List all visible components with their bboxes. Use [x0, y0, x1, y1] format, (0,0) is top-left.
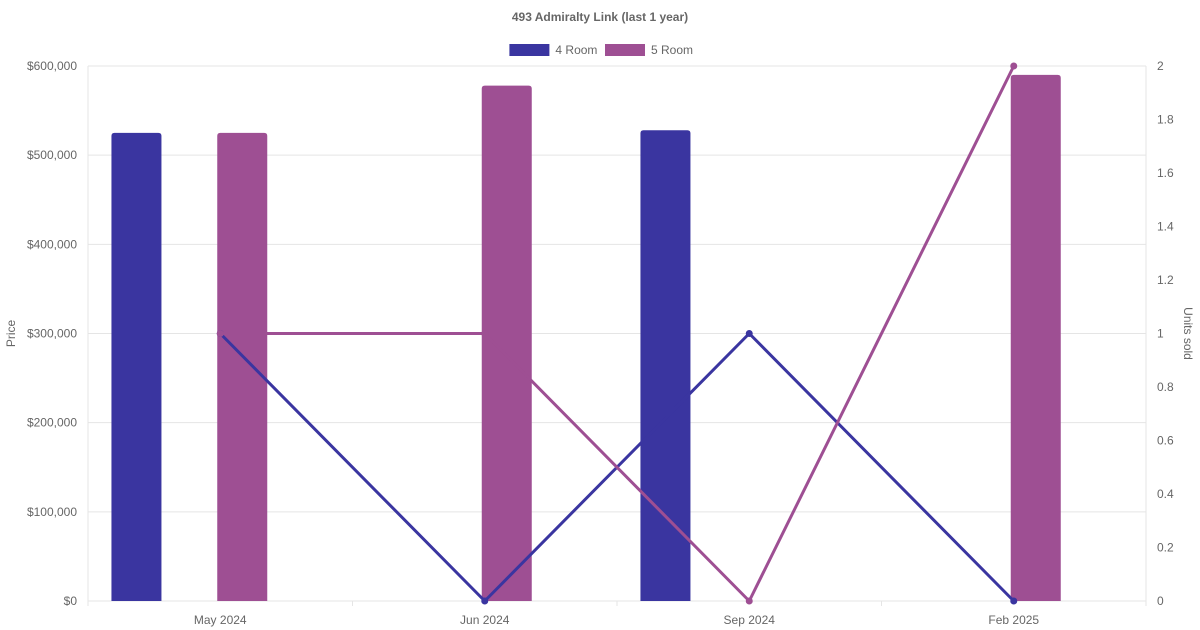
x-tick-label: Feb 2025 [988, 613, 1039, 627]
y-right-tick-label: 0.4 [1157, 487, 1174, 501]
y-right-tick-label: 1.4 [1157, 220, 1174, 234]
x-tick-label: Jun 2024 [460, 613, 510, 627]
y-right-axis-title: Units sold [1181, 307, 1195, 360]
y-left-axis-title: Price [4, 320, 18, 348]
legend-item-4-room[interactable]: 4 Room [509, 43, 597, 57]
point-5-room[interactable] [216, 330, 224, 337]
y-right-tick-label: 1 [1157, 327, 1164, 341]
bars [111, 74, 1061, 601]
bar-4-room[interactable] [640, 130, 691, 601]
y-right-tick-label: 1.8 [1157, 113, 1174, 127]
point-4-room[interactable] [745, 330, 753, 337]
point-4-room[interactable] [481, 597, 489, 605]
legend-label: 4 Room [555, 43, 597, 57]
y-left-tick-label: $200,000 [27, 416, 77, 430]
y-left-tick-label: $100,000 [27, 505, 77, 519]
legend-swatch [509, 44, 550, 56]
y-right-tick-label: 1.6 [1157, 166, 1174, 180]
y-left-tick-label: $400,000 [27, 237, 77, 251]
point-4-room[interactable] [1010, 597, 1018, 605]
x-tick-label: Sep 2024 [724, 613, 776, 627]
point-5-room[interactable] [745, 597, 753, 605]
y-right-tick-label: 0.2 [1157, 541, 1174, 555]
lines [216, 62, 1018, 605]
bar-4-room[interactable] [111, 132, 162, 601]
y-right-tick-label: 2 [1157, 59, 1164, 73]
y-left-tick-label: $0 [64, 594, 78, 608]
legend-label: 5 Room [651, 43, 693, 57]
bar-5-room[interactable] [217, 132, 268, 601]
y-left-tick-label: $500,000 [27, 148, 77, 162]
x-tick-label: May 2024 [194, 613, 247, 627]
y-right-tick-label: 0.8 [1157, 380, 1174, 394]
legend-swatch [605, 44, 645, 56]
bar-5-room[interactable] [1010, 74, 1061, 601]
point-5-room[interactable] [1010, 62, 1018, 70]
y-right-tick-label: 1.2 [1157, 273, 1174, 287]
y-right-tick-label: 0 [1157, 594, 1164, 608]
legend-item-5-room[interactable]: 5 Room [605, 43, 693, 57]
legend[interactable]: 4 Room 5 Room [509, 43, 693, 57]
axes: $0 $100,000 $200,000 $300,000 $400,000 $500,0… [4, 59, 1195, 627]
chart-title: 493 Admiralty Link (last 1 year) [512, 10, 688, 24]
line-5-room[interactable] [220, 65, 1016, 603]
point-5-room[interactable] [481, 330, 489, 337]
bar-5-room[interactable] [481, 85, 532, 601]
y-left-tick-label: $600,000 [27, 59, 77, 73]
y-right-tick-label: 0.6 [1157, 434, 1174, 448]
y-left-tick-label: $300,000 [27, 327, 77, 341]
